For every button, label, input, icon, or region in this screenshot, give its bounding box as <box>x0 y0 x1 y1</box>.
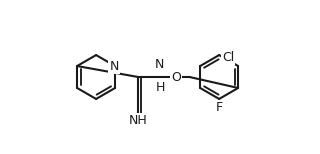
Text: H: H <box>155 81 165 94</box>
Text: NH: NH <box>129 114 148 127</box>
Text: N: N <box>154 58 164 71</box>
Text: Cl: Cl <box>222 51 234 64</box>
Text: O: O <box>171 71 181 83</box>
Text: N: N <box>109 60 119 73</box>
Text: F: F <box>216 101 223 114</box>
